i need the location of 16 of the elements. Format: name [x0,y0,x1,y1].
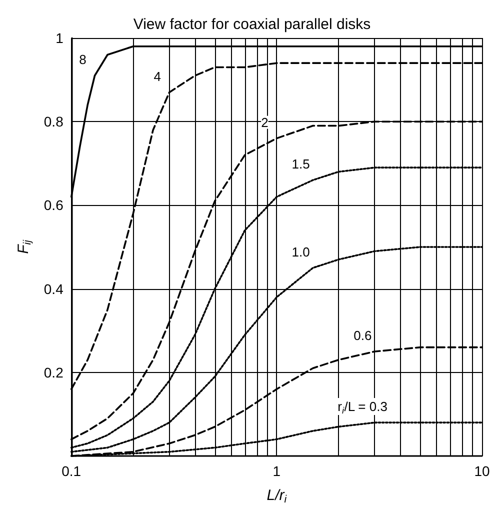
y-tick-label: 0.8 [44,114,64,130]
annotation: 4 [154,68,161,84]
annotation: 1.5 [292,156,310,172]
annotation: 2 [261,114,268,130]
annotation: 1.0 [292,244,310,260]
x-tick-label: 1 [272,463,281,479]
y-tick-label: 0.6 [44,197,64,214]
annotation: 8 [79,52,86,68]
y-tick-label: 0.4 [44,280,64,297]
y-axis-title: Fij [15,239,34,254]
chart-title: View factor for coaxial parallel disks [133,16,371,33]
y-tick-label: 0.2 [44,364,64,380]
y-tick-label: 1 [56,30,64,46]
x-tick-label: 10 [474,463,490,479]
annotation: 0.6 [354,328,372,343]
x-tick-label: 0.1 [62,463,82,479]
